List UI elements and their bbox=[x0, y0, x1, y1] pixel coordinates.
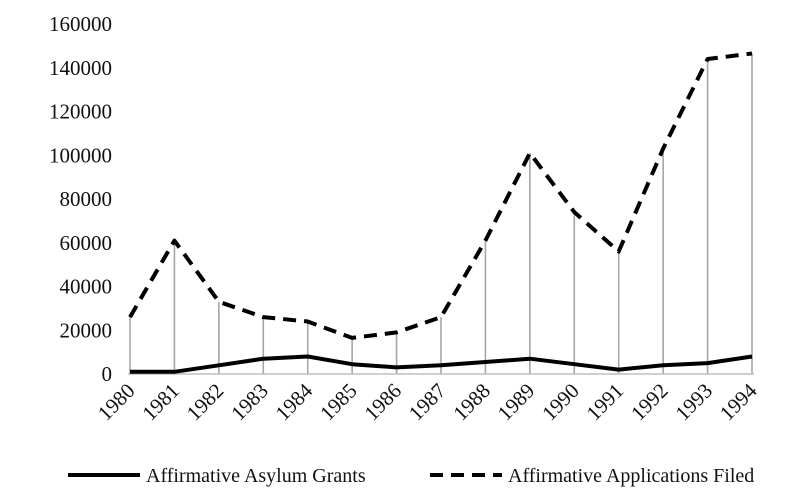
y-tick-label: 140000 bbox=[49, 56, 112, 80]
x-tick-label: 1991 bbox=[582, 379, 629, 426]
series-line-1 bbox=[130, 354, 753, 374]
x-tick-label: 1989 bbox=[493, 379, 540, 426]
x-axis-tick-labels: 1980198119821983198419851986198719881989… bbox=[93, 378, 762, 425]
x-tick-label: 1990 bbox=[537, 379, 584, 426]
x-tick-label: 1987 bbox=[404, 379, 451, 426]
y-tick-label: 60000 bbox=[60, 231, 113, 255]
x-tick-label: 1984 bbox=[271, 378, 318, 425]
x-tick-label: 1980 bbox=[93, 379, 140, 426]
series-line-2 bbox=[128, 51, 753, 340]
y-tick-label: 160000 bbox=[49, 12, 112, 36]
y-axis-tick-labels: 0 20000 40000 60000 80000 100000 120000 140000 1… bbox=[49, 12, 112, 386]
x-tick-label: 1986 bbox=[359, 379, 406, 426]
x-tick-label: 1981 bbox=[137, 379, 184, 426]
x-tick-label: 1994 bbox=[715, 378, 762, 425]
legend: Affirmative Asylum Grants Affirmative Ap… bbox=[68, 465, 754, 487]
drop-lines bbox=[129, 53, 753, 374]
y-tick-label: 0 bbox=[102, 362, 113, 386]
y-tick-label: 120000 bbox=[49, 100, 112, 124]
x-tick-label: 1988 bbox=[448, 379, 495, 426]
series-lines bbox=[128, 51, 753, 374]
legend-label-series-1: Affirmative Asylum Grants bbox=[146, 465, 366, 487]
x-tick-label: 1982 bbox=[182, 379, 229, 426]
y-tick-label: 20000 bbox=[60, 318, 113, 342]
y-tick-label: 100000 bbox=[49, 143, 112, 167]
y-tick-label: 40000 bbox=[60, 275, 113, 299]
legend-label-series-2: Affirmative Applications Filed bbox=[508, 465, 754, 487]
x-tick-label: 1992 bbox=[626, 379, 673, 426]
x-tick-label: 1993 bbox=[670, 379, 717, 426]
y-tick-label: 80000 bbox=[60, 187, 113, 211]
x-tick-label: 1983 bbox=[226, 379, 273, 426]
x-tick-label: 1985 bbox=[315, 379, 362, 426]
